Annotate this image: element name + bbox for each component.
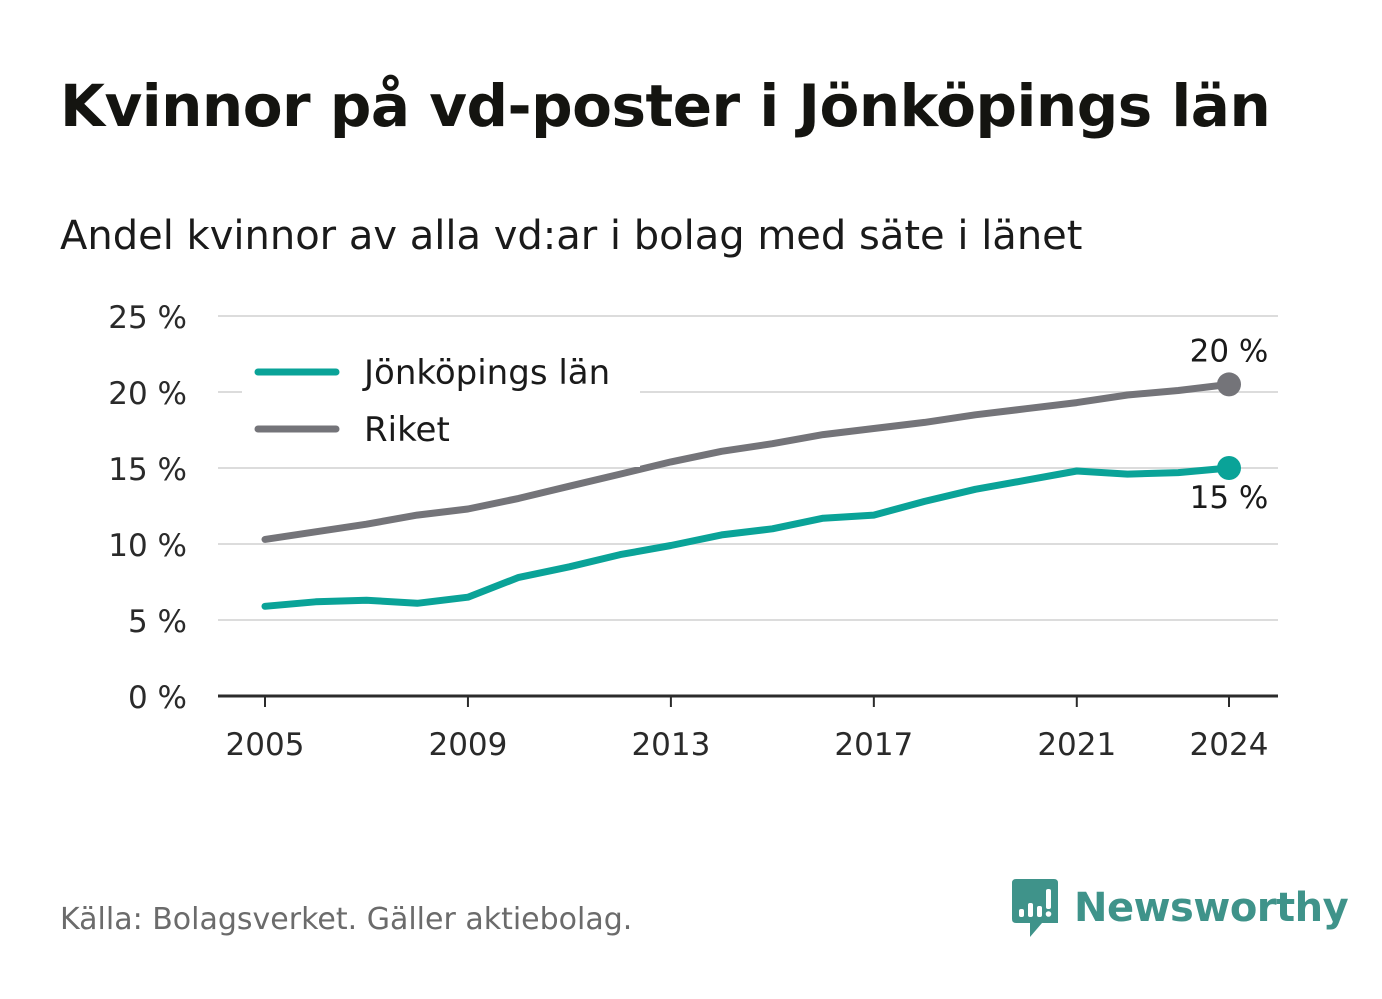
series-line-riket	[261, 380, 1233, 543]
end-value-label: 20 %	[1190, 333, 1269, 369]
source-note: Källa: Bolagsverket. Gäller aktiebolag.	[60, 902, 633, 937]
x-tick-label: 2009	[428, 727, 507, 763]
x-tick-label: 2024	[1190, 727, 1269, 763]
series-lines	[261, 372, 1241, 610]
y-tick-label: 20 %	[108, 376, 187, 412]
end-labels: 15 % 20 %	[1190, 333, 1269, 516]
end-marker-riket	[1217, 372, 1241, 397]
x-tick-label: 2005	[226, 727, 305, 763]
legend-label: Jönköpings län	[362, 353, 610, 393]
end-marker-jonkopings-lan	[1217, 456, 1241, 480]
x-tick-label: 2013	[631, 727, 710, 763]
legend-label: Riket	[364, 410, 450, 450]
chart-title: Kvinnor på vd-poster i Jönköpings län	[60, 72, 1271, 140]
axes: 0 % 5 % 10 % 15 % 20 % 25 % 2005 2009 2013 2017 20…	[108, 300, 1278, 763]
end-value-label: 15 %	[1190, 480, 1269, 516]
y-tick-label: 0 %	[128, 680, 187, 716]
x-tick-label: 2021	[1037, 727, 1116, 763]
y-tick-label: 15 %	[108, 452, 187, 488]
logo-text: Newsworthy	[1074, 885, 1349, 931]
y-tick-label: 25 %	[108, 300, 187, 336]
newsworthy-logo: Newsworthy	[1010, 876, 1349, 940]
chart-subtitle: Andel kvinnor av alla vd:ar i bolag med …	[60, 213, 1083, 259]
series-line-jonkopings-lan	[261, 464, 1233, 610]
y-tick-label: 5 %	[128, 604, 187, 640]
legend: Jönköpings län Riket	[242, 352, 640, 467]
y-tick-label: 10 %	[108, 528, 187, 564]
x-tick-label: 2017	[834, 727, 913, 763]
bar-chart-speech-bubble-icon	[1012, 879, 1058, 937]
